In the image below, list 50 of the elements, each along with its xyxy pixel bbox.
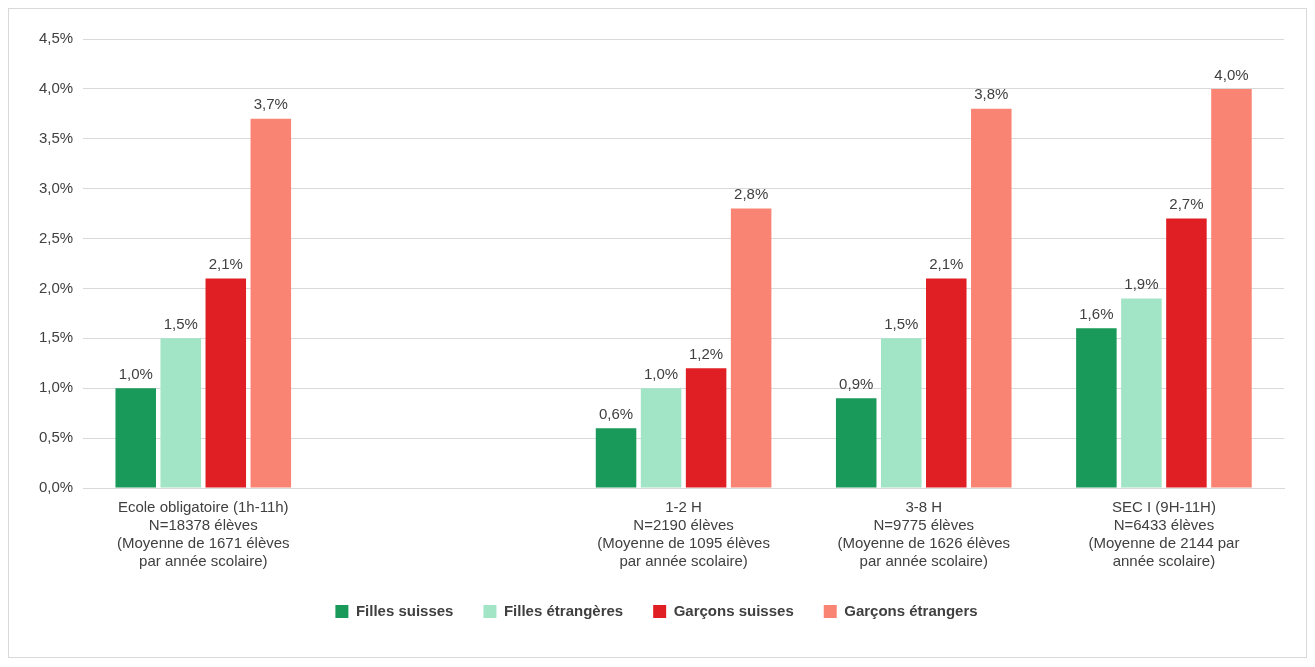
y-tick-label: 4,0% [38,79,74,97]
bar [205,278,247,488]
y-tick-label: 1,0% [38,378,74,396]
bar [1076,328,1117,488]
bar [1121,298,1162,488]
data-label: 2,1% [208,255,243,273]
bar [926,278,967,488]
legend-label: Garçons étrangers [844,601,978,619]
legend-label: Garçons suisses [673,601,794,619]
bar [640,388,682,488]
y-tick-label: 0,0% [38,478,74,496]
data-label: 4,0% [1214,65,1249,83]
y-tick-label: 2,0% [38,278,74,296]
data-label: 2,1% [929,255,964,273]
data-label: 1,2% [689,344,724,362]
bar [250,118,292,488]
bar [595,428,637,488]
bar [880,338,922,488]
x-tick-label: Ecole obligatoire (1h-11h) N=18378 élèves (Moyenne de 1671 élèves par année scolaire) [116,498,290,570]
bar [835,398,877,488]
data-label: 1,0% [643,364,679,382]
legend-label: Filles étrangères [503,601,624,619]
data-label: 0,9% [839,374,874,392]
data-label: 1,0% [118,364,153,382]
data-label: 3,8% [974,85,1009,103]
y-tick-label: 3,0% [38,178,74,196]
bar [971,108,1012,488]
data-label: 3,7% [253,95,288,113]
data-label: 2,8% [734,185,769,203]
bar [1211,88,1252,488]
data-label: 0,6% [598,404,634,422]
x-tick-label: 1-2 H N=2190 élèves (Moyenne de 1095 élèves par année scolaire) [597,498,770,570]
y-tick-label: 0,5% [38,428,74,446]
data-label: 2,7% [1169,195,1204,213]
bar [730,208,772,488]
bar [685,368,727,488]
x-tick-label: 3-8 H N=9775 élèves (Moyenne de 1626 élèves par année scolaire) [837,498,1011,570]
x-tick-label: SEC I (9H-11H) N=6433 élèves (Moyenne de 2144 par année scolaire) [1088,498,1240,570]
data-label: 1,9% [1124,275,1159,293]
data-label: 1,6% [1079,305,1114,322]
bar [160,338,202,488]
y-tick-label: 4,5% [38,29,74,47]
data-label: 1,5% [884,314,919,332]
y-tick-label: 2,5% [38,228,74,246]
bar [1166,218,1207,488]
data-label: 1,5% [163,314,198,332]
y-tick-label: 1,5% [38,328,74,346]
y-tick-label: 3,5% [38,128,74,146]
legend-label: Filles suisses [355,601,454,619]
bar [115,388,156,488]
